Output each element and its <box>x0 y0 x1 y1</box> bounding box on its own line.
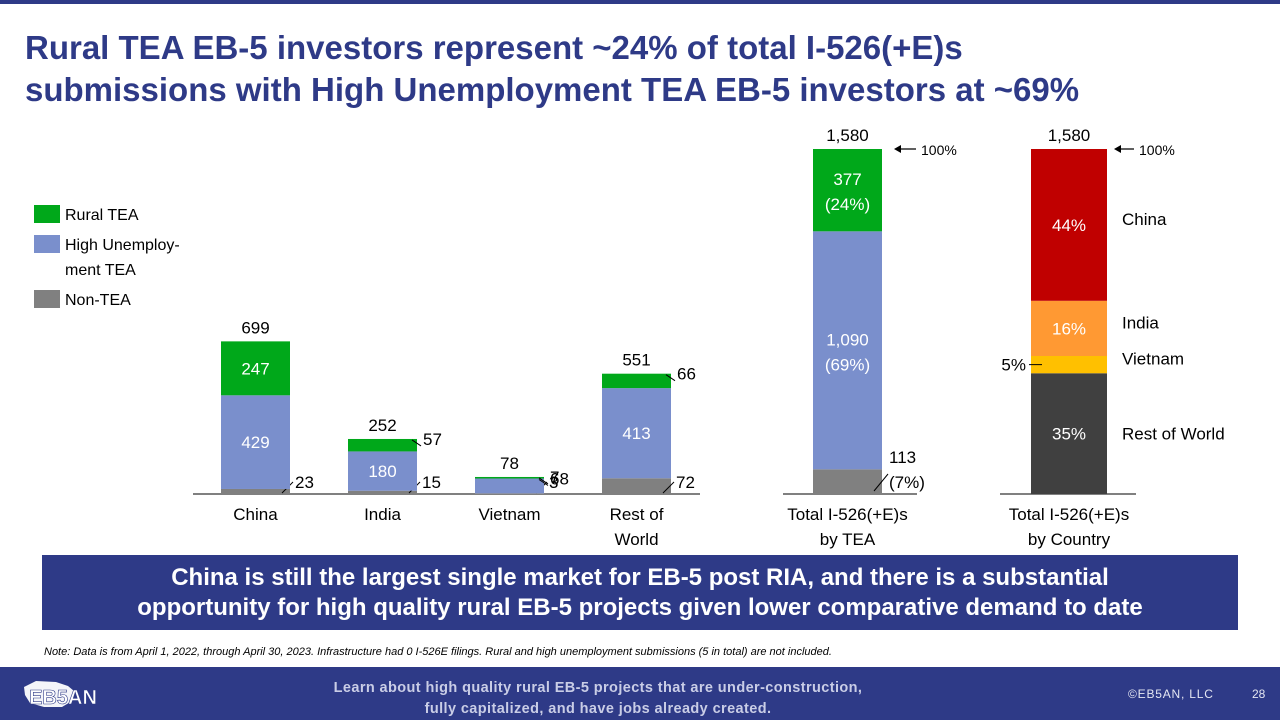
chart1-bar-0-0 <box>221 488 290 494</box>
legend-label-1-1: ment TEA <box>65 262 136 279</box>
footer-bar: EB5AN Learn about high quality rural EB-… <box>0 667 1280 720</box>
chart2-total-pct: 100% <box>921 142 957 158</box>
chart1-category-2-0: Vietnam <box>478 505 540 524</box>
chart1-category-3-1: World <box>614 530 658 549</box>
chart2-pointer-arrowhead <box>894 145 901 153</box>
chart2-pct-2: (24%) <box>825 195 870 214</box>
page-number: 28 <box>1252 687 1266 701</box>
chart1-value-label-1-0: 429 <box>241 433 269 452</box>
title-line-2: submissions with High Unemployment TEA E… <box>25 71 1080 108</box>
chart1-bar-0-1 <box>348 490 417 494</box>
chart2-category-0: Total I-526(+E)s <box>787 505 907 524</box>
chart2-pct-0: (7%) <box>889 473 925 492</box>
chart1-value-label-0-0: 23 <box>295 473 314 492</box>
footer-message: Learn about high quality rural EB-5 proj… <box>300 678 896 720</box>
eb5an-logo: EB5AN <box>24 681 97 709</box>
chart2-value-0: 113 <box>889 448 916 467</box>
footer-message-line-1: Learn about high quality rural EB-5 proj… <box>333 680 863 696</box>
banner-line-1: China is still the largest single market… <box>171 564 1109 591</box>
chart3-pct-0: 35% <box>1052 425 1086 444</box>
copyright: ©EB5AN, LLC <box>1128 687 1214 701</box>
chart1-leader-2-1 <box>411 439 422 447</box>
footer-message-line-2: fully capitalized, and have jobs already… <box>424 701 772 717</box>
page-title: Rural TEA EB-5 investors represent ~24% … <box>25 27 1265 111</box>
chart3-pct-1: 5% <box>1001 356 1026 375</box>
chart1-bar-0-3 <box>602 478 671 494</box>
chart3-bar-1 <box>1031 356 1107 374</box>
chart1-value-label-0-2: 3 <box>549 473 558 492</box>
legend-swatch-1 <box>34 235 60 253</box>
chart3-bar-2 <box>1031 300 1107 356</box>
chart2-category-1: by TEA <box>820 530 876 549</box>
chart1-bar-1-3 <box>602 388 671 479</box>
chart1-bar-2-2 <box>475 476 544 479</box>
legend-swatch-2 <box>34 290 60 308</box>
chart1-value-label-0-1: 15 <box>422 473 441 492</box>
chart1-category-1-0: India <box>364 505 401 524</box>
footnote: Note: Data is from April 1, 2022, throug… <box>44 646 832 658</box>
chart3-pct-3: 44% <box>1052 216 1086 235</box>
chart1-leader-1-2 <box>538 479 549 486</box>
chart3-total-pct: 100% <box>1139 142 1175 158</box>
chart1-bar-1-1 <box>348 451 417 491</box>
chart3-bar-0 <box>1031 373 1107 494</box>
chart1-value-label-1-3: 413 <box>622 424 650 443</box>
chart1-value-label-0-3: 72 <box>676 473 695 492</box>
chart1-value-label-2-3: 66 <box>677 365 696 384</box>
chart1-total-0: 699 <box>241 318 269 337</box>
chart1-value-label-2-0: 247 <box>241 359 269 378</box>
chart2-pct-1: (69%) <box>825 355 870 374</box>
chart1-value-label-1-1: 180 <box>368 462 396 481</box>
chart3-pct-2: 16% <box>1052 319 1086 338</box>
chart3-category-0: Total I-526(+E)s <box>1009 505 1129 524</box>
chart3-segment-name-2: India <box>1122 313 1159 332</box>
legend-label-2-0: Non-TEA <box>65 292 131 309</box>
chart1-total-3: 551 <box>622 351 650 370</box>
chart1-value-label-2-2: 7 <box>550 468 559 487</box>
top-accent-bar <box>0 0 1280 4</box>
chart1-category-0-0: China <box>233 505 278 524</box>
chart2-total: 1,580 <box>826 126 869 145</box>
chart3-category-1: by Country <box>1028 530 1111 549</box>
chart1-bar-1-2 <box>475 478 544 494</box>
legend-label-0-0: Rural TEA <box>65 207 139 224</box>
chart1-total-1: 252 <box>368 416 396 435</box>
chart3-bar-3 <box>1031 149 1107 301</box>
chart1-category-3-0: Rest of <box>610 505 664 524</box>
chart3-pointer-arrowhead <box>1114 145 1121 153</box>
key-takeaway-banner: China is still the largest single market… <box>42 555 1238 630</box>
chart1-bar-2-0 <box>221 341 290 396</box>
chart1-value-label-2-1: 57 <box>423 430 442 449</box>
chart1-bar-0-2 <box>475 493 544 494</box>
logo-text: EB5AN <box>29 687 97 709</box>
chart3-segment-name-3: China <box>1122 210 1167 229</box>
chart3-segment-name-1: Vietnam <box>1122 350 1184 369</box>
chart1-leader-0-3 <box>662 481 675 494</box>
legend-swatch-0 <box>34 205 60 223</box>
chart3-segment-name-0: Rest of World <box>1122 425 1225 444</box>
chart2-leader-0 <box>873 473 889 492</box>
chart2-bar-1 <box>813 231 882 470</box>
chart1-bar-1-0 <box>221 395 290 489</box>
chart-area: Rural TEA High Unemploy-ment TEA Non-TEA 23… <box>34 126 1225 549</box>
chart1-value-label-1-2: 68 <box>550 469 569 488</box>
chart1-leader-2-3 <box>665 374 676 382</box>
chart2-value-2: 377 <box>833 170 861 189</box>
banner-line-2: opportunity for high quality rural EB-5 … <box>137 594 1143 621</box>
chart1-leader-2-2 <box>538 477 549 485</box>
chart1-bar-2-1 <box>348 438 417 452</box>
chart1-total-2: 78 <box>500 454 519 473</box>
chart3-total: 1,580 <box>1048 126 1091 145</box>
chart2-bar-0 <box>813 469 882 494</box>
chart1-bar-2-3 <box>602 373 671 389</box>
legend-label-1-0: High Unemploy- <box>65 237 180 254</box>
chart2-value-1: 1,090 <box>826 330 869 349</box>
chart2-bar-2 <box>813 149 882 232</box>
title-line-1: Rural TEA EB-5 investors represent ~24% … <box>25 29 963 66</box>
